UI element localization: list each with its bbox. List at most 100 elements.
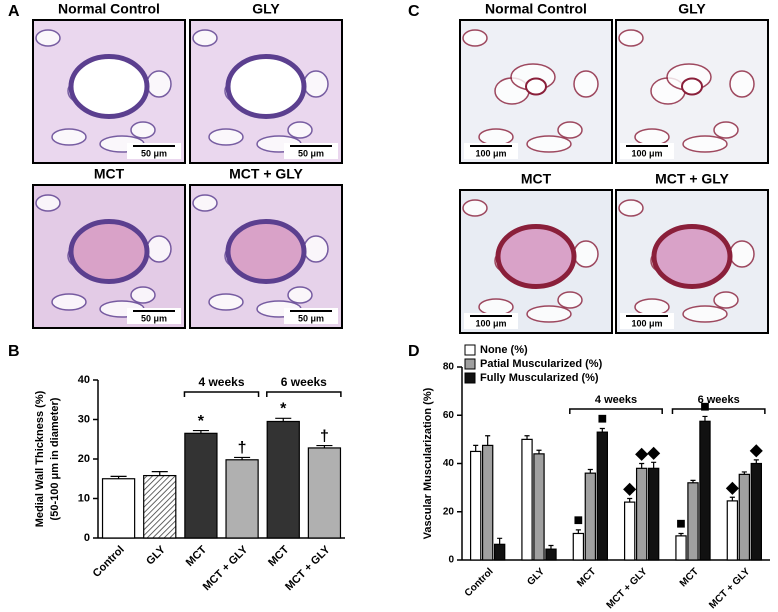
x-tick-label: MCT + GLY bbox=[707, 566, 752, 611]
tissue-texture bbox=[287, 286, 313, 304]
tissue-texture bbox=[526, 135, 572, 153]
tissue-texture bbox=[634, 128, 670, 146]
significance-marker: ◆ bbox=[623, 481, 637, 498]
tissue-texture bbox=[146, 70, 172, 98]
error-bar bbox=[741, 471, 747, 475]
tissue-texture bbox=[303, 235, 329, 263]
error-bar bbox=[690, 479, 696, 483]
panel-label: C bbox=[408, 3, 420, 20]
scale-bar-label: 100 μm bbox=[631, 318, 662, 328]
micrograph bbox=[459, 189, 613, 334]
scale-bar-label: 100 μm bbox=[475, 148, 506, 158]
bar bbox=[738, 473, 751, 561]
image-title: GLY bbox=[678, 1, 706, 17]
tissue-texture bbox=[618, 199, 644, 217]
tissue-texture bbox=[208, 128, 244, 146]
image-title: MCT bbox=[521, 171, 552, 187]
error-bar bbox=[536, 449, 542, 454]
tissue-texture bbox=[526, 305, 572, 323]
tissue-texture bbox=[634, 298, 670, 316]
vessel bbox=[525, 77, 547, 96]
group-bracket bbox=[266, 391, 342, 397]
legend-swatch bbox=[464, 358, 476, 370]
significance-marker: ◆ bbox=[646, 445, 660, 462]
tissue-texture bbox=[729, 240, 755, 268]
tissue-texture bbox=[462, 199, 488, 217]
significance-marker: ■ bbox=[574, 512, 584, 529]
bar bbox=[584, 472, 597, 561]
bar bbox=[266, 420, 300, 539]
x-tick-label: GLY bbox=[144, 543, 168, 567]
legend-label: None (%) bbox=[480, 344, 528, 356]
scale-bar-label: 50 μm bbox=[298, 148, 324, 158]
error-bar bbox=[316, 444, 333, 448]
significance-marker: ◆ bbox=[749, 442, 763, 459]
tissue-texture bbox=[35, 194, 61, 212]
tissue-texture bbox=[192, 194, 218, 212]
image-title: MCT bbox=[94, 166, 125, 182]
error-bar bbox=[473, 444, 479, 452]
tissue-texture bbox=[682, 305, 728, 323]
significance-marker: * bbox=[280, 401, 287, 418]
group-label: 4 weeks bbox=[198, 375, 244, 389]
x-tick-label: MCT bbox=[184, 543, 210, 569]
scale-bar-label: 100 μm bbox=[475, 318, 506, 328]
tissue-texture bbox=[618, 29, 644, 47]
legend-label: Patial Muscularized (%) bbox=[480, 358, 603, 370]
legend-label: Fully Muscularized (%) bbox=[480, 372, 599, 384]
tissue-texture bbox=[478, 298, 514, 316]
group-bracket bbox=[183, 391, 260, 397]
group-label: 4 weeks bbox=[595, 394, 637, 406]
vessel bbox=[68, 219, 150, 284]
error-bar bbox=[524, 435, 530, 440]
y-tick-label: 30 bbox=[78, 413, 90, 425]
legend-swatch bbox=[464, 372, 476, 384]
tissue-texture bbox=[130, 286, 156, 304]
bar bbox=[493, 543, 506, 561]
bar bbox=[225, 459, 259, 539]
error-bar bbox=[275, 417, 292, 422]
tissue-texture bbox=[478, 128, 514, 146]
panel-label: D bbox=[408, 343, 420, 360]
micrograph bbox=[32, 19, 186, 164]
image-title: MCT + GLY bbox=[229, 166, 303, 182]
bar bbox=[726, 500, 739, 561]
significance-marker: ◆ bbox=[725, 479, 739, 496]
bar bbox=[687, 482, 699, 561]
bar bbox=[647, 467, 660, 561]
error-bar bbox=[753, 459, 759, 464]
tissue-texture bbox=[208, 293, 244, 311]
bar bbox=[572, 532, 585, 561]
significance-marker: ■ bbox=[700, 399, 710, 416]
image-title: MCT + GLY bbox=[655, 171, 729, 187]
x-tick-label: MCT + GLY bbox=[201, 543, 251, 593]
micrograph bbox=[459, 19, 613, 164]
panel-label: B bbox=[8, 343, 20, 360]
error-bar bbox=[110, 475, 127, 479]
micrograph bbox=[615, 189, 769, 334]
tissue-texture bbox=[573, 70, 599, 98]
micrograph bbox=[189, 184, 343, 329]
micrograph bbox=[615, 19, 769, 164]
error-bar bbox=[587, 468, 593, 474]
y-tick-label: 0 bbox=[84, 532, 90, 544]
y-axis-label: Medial Wall Thickness (%) bbox=[34, 390, 46, 527]
vessel bbox=[225, 54, 307, 119]
significance-marker: ■ bbox=[597, 411, 607, 428]
bar bbox=[101, 478, 136, 539]
error-bar bbox=[485, 435, 491, 446]
x-tick-label: MCT bbox=[266, 543, 292, 569]
bar bbox=[469, 450, 482, 561]
legend-swatch bbox=[464, 344, 476, 356]
group-label: 6 weeks bbox=[281, 375, 327, 389]
error-bar bbox=[729, 496, 735, 501]
y-tick-label: 40 bbox=[443, 458, 455, 469]
vessel bbox=[68, 54, 150, 119]
image-title: Normal Control bbox=[485, 1, 587, 17]
bar bbox=[533, 453, 545, 561]
vessel bbox=[225, 219, 307, 284]
error-bar bbox=[192, 429, 209, 434]
x-tick-label: MCT bbox=[678, 566, 701, 589]
tissue-texture bbox=[192, 29, 218, 47]
